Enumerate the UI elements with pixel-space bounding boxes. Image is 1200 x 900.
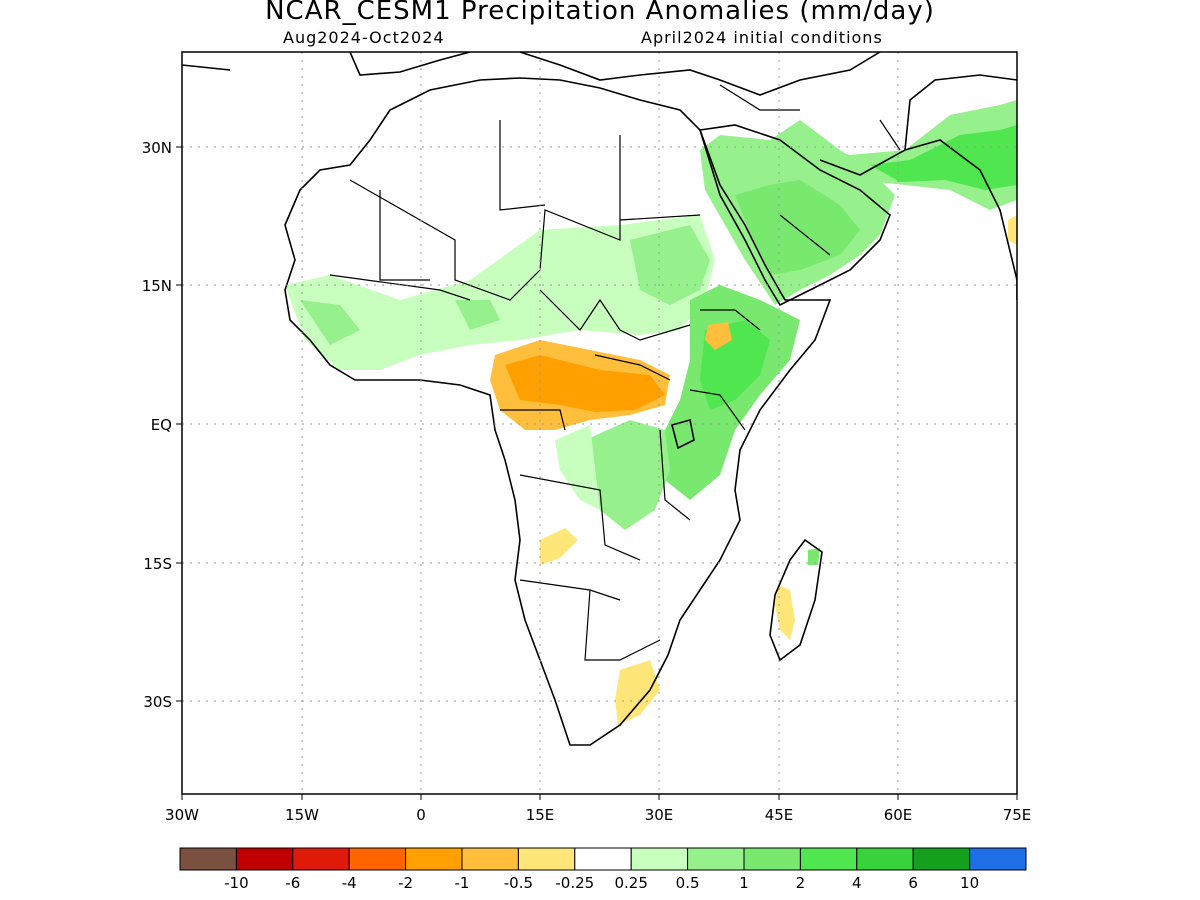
colorbar-swatch: [461, 847, 519, 871]
lat-label-30s: 30S: [143, 693, 172, 711]
colorbar-label: 0.25: [614, 874, 647, 892]
colorbar-label: -6: [285, 874, 300, 892]
map-frame: [181, 51, 1018, 795]
wet-arabia-strong: [735, 180, 860, 275]
lon-label-15e: 15E: [526, 806, 555, 824]
wet-congo-region: [585, 420, 670, 530]
colorbar-swatch: [574, 847, 632, 871]
lake-victoria: [671, 418, 695, 450]
colorbar-swatch: [405, 847, 463, 871]
arabia-coastline: [698, 124, 891, 307]
colorbar-label: -2: [398, 874, 413, 892]
colorbar-swatch: [687, 847, 745, 871]
lat-label-30n: 30N: [142, 139, 172, 157]
colorbar-label: 1: [739, 874, 749, 892]
colorbar-swatch: [969, 847, 1027, 871]
wet-sahel-mid: [300, 225, 710, 345]
initial-conditions: April2024 initial conditions: [641, 28, 883, 47]
colorbar-label: 2: [796, 874, 806, 892]
colorbar: -10 -6 -4 -2 -1 -0.5 -0.25 0.25 0.5 1 2 4 6 10: [179, 847, 1027, 892]
colorbar-label: -10: [224, 874, 249, 892]
colorbar-label: 6: [908, 874, 918, 892]
forecast-period: Aug2024-Oct2024: [283, 28, 445, 47]
colorbar-swatch: [179, 847, 237, 871]
dry-ethiopia-highlands: [705, 322, 732, 350]
wet-iran-strong: [870, 125, 1017, 190]
dry-central-africa-strong: [505, 355, 665, 412]
map-title: NCAR_CESM1 Precipitation Anomalies (mm/d…: [265, 0, 935, 26]
europe-coastline: [182, 52, 881, 96]
colorbar-swatch: [799, 847, 858, 871]
lon-label-45e: 45E: [765, 806, 794, 824]
dry-angola: [540, 528, 578, 565]
coastlines: [182, 52, 1017, 746]
lon-label-30w: 30W: [165, 806, 199, 824]
africa-coastline: [284, 77, 832, 746]
wet-central-light: [555, 425, 600, 510]
lon-label-75e: 75E: [1003, 806, 1032, 824]
wet-madagascar-tip: [808, 548, 820, 565]
colorbar-label: 0.5: [676, 874, 700, 892]
lat-label-15n: 15N: [142, 277, 172, 295]
colorbar-swatch: [517, 847, 576, 871]
lat-label-eq: EQ: [151, 416, 172, 434]
colorbar-swatch: [348, 847, 407, 871]
colorbar-label: -0.5: [504, 874, 533, 892]
lat-labels: 30N 15N EQ 15S 30S: [142, 139, 172, 711]
lon-label-15w: 15W: [285, 806, 319, 824]
madagascar-coastline: [769, 538, 823, 662]
graticule: [182, 52, 1017, 794]
colorbar-label: -4: [342, 874, 357, 892]
colorbar-swatch: [292, 847, 350, 871]
colorbar-swatch: [912, 847, 971, 871]
lon-labels: 30W 15W 0 15E 30E 45E 60E 75E: [165, 806, 1031, 824]
colorbar-swatch: [743, 847, 801, 871]
lat-label-15s: 15S: [143, 555, 172, 573]
iran-coastline: [819, 74, 1017, 300]
wet-sahel-region: [285, 215, 715, 370]
colorbar-label: -1: [455, 874, 470, 892]
lon-label-0: 0: [416, 806, 426, 824]
colorbar-swatch: [856, 847, 914, 871]
colorbar-label: 10: [960, 874, 979, 892]
colorbar-swatch: [630, 847, 689, 871]
anomaly-shading: [285, 100, 1017, 725]
colorbar-swatch: [235, 847, 294, 871]
axis-ticks: [176, 146, 1018, 800]
dry-madagascar: [775, 585, 795, 640]
lon-label-60e: 60E: [884, 806, 913, 824]
lon-label-30e: 30E: [645, 806, 674, 824]
colorbar-label: -0.25: [555, 874, 594, 892]
colorbar-label: 4: [852, 874, 862, 892]
dry-south-africa: [615, 660, 660, 725]
dry-india-coast: [1008, 215, 1017, 245]
